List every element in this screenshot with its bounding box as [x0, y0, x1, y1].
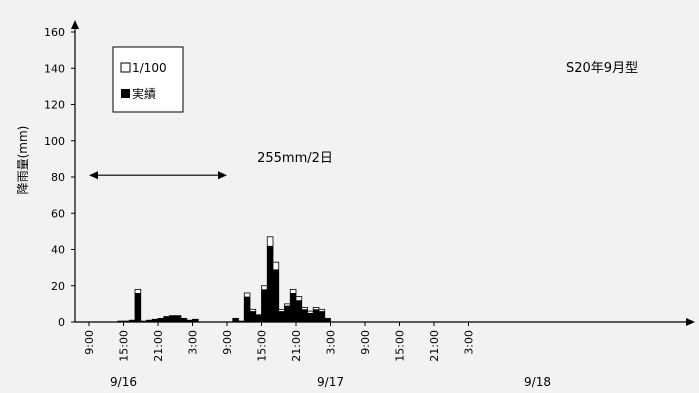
bar-actual: [273, 269, 279, 322]
x-tick-label: 15:00: [394, 330, 407, 362]
bar-actual: [135, 293, 141, 322]
annotation-arrow-right: [218, 171, 227, 180]
date-label: 9/16: [110, 375, 137, 389]
x-tick-label: 21:00: [290, 330, 303, 362]
annotation-label: 255mm/2日: [257, 151, 333, 166]
y-tick-label: 40: [51, 244, 65, 257]
x-tick-label: 15:00: [118, 330, 131, 362]
bar-actual: [250, 311, 256, 322]
y-tick-label: 0: [58, 316, 65, 329]
x-tick-label: 21:00: [152, 330, 165, 362]
bar-actual: [284, 305, 291, 322]
bar-actual: [261, 289, 268, 322]
y-tick-label: 100: [44, 135, 65, 148]
x-tick-label: 15:00: [256, 330, 269, 362]
legend: 1/100 実績: [112, 46, 184, 113]
ticks: 0 20 40 60 80 100 120 140 160 9:00 15:00 21:00 3:00 9…: [44, 26, 551, 389]
date-label: 9/18: [524, 375, 551, 389]
bar-actual: [232, 318, 239, 322]
bar-actual: [140, 321, 147, 322]
y-tick-label: 160: [44, 26, 65, 39]
bar-actual: [117, 321, 124, 322]
x-tick-label: 3:00: [187, 330, 200, 355]
bar-actual: [267, 245, 273, 322]
y-axis-title: 降雨量(mm): [16, 126, 30, 195]
y-tick-label: 60: [51, 207, 65, 220]
bar-actual: [158, 318, 164, 322]
bar-actual: [123, 321, 130, 322]
annotation-arrow-left: [89, 171, 98, 180]
bar-actual: [313, 309, 319, 322]
legend-swatch-actual: [121, 89, 130, 98]
bar-actual: [163, 316, 170, 322]
bar-actual: [152, 319, 158, 322]
bar-actual: [186, 320, 193, 322]
legend-swatch-1-100: [120, 62, 131, 73]
y-tick-label: 20: [51, 280, 65, 293]
bars: [117, 236, 331, 323]
x-tick-label: 9:00: [83, 330, 96, 355]
bar-actual: [192, 319, 199, 322]
bar-actual: [319, 311, 325, 322]
bar-actual: [278, 311, 285, 322]
y-tick-label: 140: [44, 62, 65, 75]
bar-actual: [146, 320, 153, 322]
legend-box: [112, 46, 184, 113]
bar-actual: [175, 315, 181, 322]
bar-actual: [290, 293, 296, 322]
y-tick-label: 120: [44, 99, 65, 112]
bar-actual: [255, 314, 262, 322]
bar-actual: [129, 320, 135, 322]
bar-actual: [181, 318, 187, 322]
bar-actual: [296, 300, 302, 322]
bar-actual: [307, 312, 314, 322]
x-tick-label: 3:00: [325, 330, 338, 355]
legend-label-actual: 実績: [132, 86, 156, 101]
y-tick-label: 80: [51, 171, 65, 184]
bar-actual: [169, 315, 176, 322]
bar-actual: [301, 309, 308, 322]
x-tick-label: 9:00: [359, 330, 372, 355]
x-tick-label: 9:00: [221, 330, 234, 355]
bar-actual: [238, 321, 245, 322]
chart-title-right: S20年9月型: [566, 61, 638, 76]
date-label: 9/17: [317, 375, 344, 389]
bar-actual: [324, 318, 331, 322]
x-tick-label: 21:00: [428, 330, 441, 362]
x-axis-arrow: [686, 318, 695, 326]
x-tick-label: 3:00: [463, 330, 476, 355]
legend-label-1-100: 1/100: [132, 61, 167, 75]
bar-actual: [244, 296, 250, 322]
y-axis-arrow: [71, 20, 79, 29]
